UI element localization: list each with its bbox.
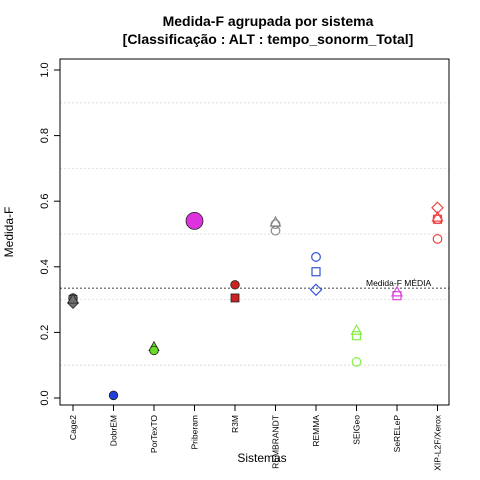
grid-lines [60,102,449,366]
data-point-diamond [309,283,323,297]
data-point-square [392,291,402,301]
x-axis: Cage2 DobrEM PorTexTO Priberam R3M REMBRANDT R… [68,405,443,471]
mean-reference-label: Medida-F MÉDIA [366,278,432,288]
y-axis: 0.0 0.2 0.4 0.6 0.8 1.0 [39,62,60,406]
data-point-circle [270,225,281,236]
y-tick-label: 0.4 [39,259,51,274]
x-tick-label: PorTexTO [149,415,159,453]
x-tick-label: DobrEM [109,415,119,446]
x-tick-label: Priberam [190,415,200,449]
data-point-circle [432,234,443,244]
x-tick-label: R3M [230,415,240,433]
data-point-circle [230,280,240,290]
data-point-circle [351,357,362,367]
data-point-circle [149,345,159,356]
x-tick-label: Cage2 [68,415,78,440]
x-axis-label: Sistemas [237,451,286,465]
plot-frame [59,58,450,406]
x-tick-label: SEIGeo [352,415,362,445]
data-point-circle [270,219,281,230]
data-points [66,201,444,401]
data-point-triangle [67,293,79,304]
y-tick-label: 0.6 [39,194,51,209]
chart-title-line2: [Classificação : ALT : tempo_sonorm_Tota… [123,31,414,47]
reference-line-group: Medida-F MÉDIA [60,278,449,289]
data-point-square [432,214,443,224]
x-tick-label: REMMA [311,415,321,447]
data-point-square [311,267,321,277]
chart-title-line1: Medida-F agrupada por sistema [163,13,374,29]
x-tick-label: SeRELeP [392,415,402,453]
y-tick-label: 0.2 [39,325,51,340]
data-point-triangle [431,210,444,222]
x-tick-label: XIP-L2F/Xerox [433,414,443,470]
y-tick-label: 0.8 [39,128,51,143]
y-axis-label: Medida-F [2,207,16,258]
data-point-circle [432,214,443,225]
data-point-square [230,293,240,303]
x-tick-label: REMBRANDT [271,415,281,469]
data-point-circle [108,390,119,401]
data-point-circle [311,252,321,262]
data-point-square [351,331,362,341]
data-point-triangle [350,324,363,335]
data-point-circle-large [185,211,204,230]
y-tick-label: 0.0 [39,390,51,405]
y-tick-label: 1.0 [39,62,51,77]
